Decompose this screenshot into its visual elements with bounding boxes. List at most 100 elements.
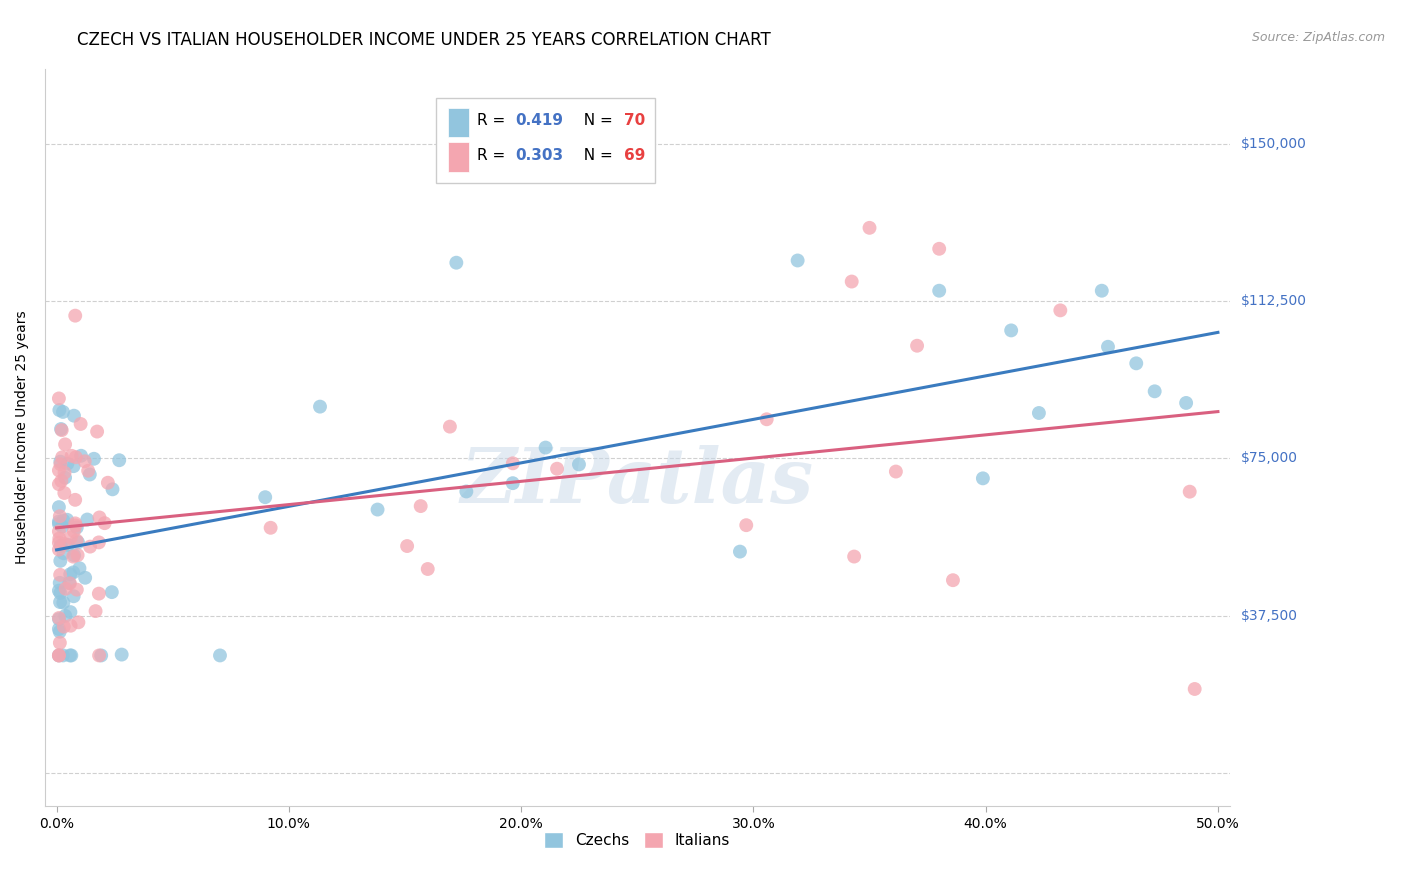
Point <box>728 544 751 558</box>
Point <box>49 554 72 568</box>
Text: $112,500: $112,500 <box>1240 294 1306 309</box>
Point <box>63 524 86 539</box>
Point <box>546 461 568 475</box>
Point <box>1184 681 1206 696</box>
Point <box>254 490 277 504</box>
Point <box>86 425 108 439</box>
Point <box>928 284 950 298</box>
Point <box>89 510 111 524</box>
Point <box>66 582 89 597</box>
Text: Source: ZipAtlas.com: Source: ZipAtlas.com <box>1251 31 1385 45</box>
Point <box>48 624 70 639</box>
Text: $75,000: $75,000 <box>1240 451 1298 466</box>
Point <box>48 524 70 539</box>
Point <box>502 476 524 491</box>
Point <box>48 515 70 529</box>
FancyBboxPatch shape <box>436 98 655 183</box>
Point <box>568 458 591 472</box>
Point <box>1049 303 1071 318</box>
Point <box>59 530 82 544</box>
Point <box>367 502 389 516</box>
Point <box>48 463 70 477</box>
Point <box>59 605 82 619</box>
Text: CZECH VS ITALIAN HOUSEHOLDER INCOME UNDER 25 YEARS CORRELATION CHART: CZECH VS ITALIAN HOUSEHOLDER INCOME UNDE… <box>77 31 770 49</box>
Text: N =: N = <box>575 113 619 128</box>
Point <box>1175 396 1198 410</box>
Point <box>1028 406 1050 420</box>
Point <box>1000 323 1022 337</box>
Point <box>49 586 72 600</box>
Point <box>79 540 101 554</box>
Point <box>69 417 91 431</box>
Point <box>52 648 75 663</box>
Point <box>66 548 89 562</box>
Point <box>62 566 84 580</box>
FancyBboxPatch shape <box>447 143 470 172</box>
Point <box>84 604 107 618</box>
Point <box>905 339 928 353</box>
Point <box>58 576 80 591</box>
Point <box>396 539 419 553</box>
Point <box>755 412 778 426</box>
Point <box>49 567 72 582</box>
Point <box>108 453 131 467</box>
Point <box>51 450 73 465</box>
Point <box>786 253 808 268</box>
Point <box>53 608 76 623</box>
Point <box>66 535 89 549</box>
Point <box>502 456 524 470</box>
Point <box>65 309 87 323</box>
Point <box>208 648 231 663</box>
Point <box>87 535 110 549</box>
Point <box>928 242 950 256</box>
Point <box>48 403 70 417</box>
Point <box>56 513 79 527</box>
Point <box>59 618 82 632</box>
Point <box>48 648 70 663</box>
Text: 70: 70 <box>624 113 645 128</box>
Text: $150,000: $150,000 <box>1240 137 1306 151</box>
Point <box>1125 356 1147 370</box>
Point <box>90 648 112 663</box>
Point <box>63 516 86 531</box>
Point <box>52 596 75 610</box>
Point <box>111 648 134 662</box>
Point <box>59 567 82 582</box>
Point <box>53 466 76 480</box>
Point <box>48 535 70 549</box>
Point <box>51 474 73 488</box>
Point <box>62 549 84 564</box>
Point <box>49 595 72 609</box>
Point <box>1097 340 1119 354</box>
Point <box>62 589 84 603</box>
Point <box>48 477 70 491</box>
Point <box>446 256 468 270</box>
Point <box>49 636 72 650</box>
Point <box>63 549 86 563</box>
Point <box>259 521 281 535</box>
Point <box>409 499 432 513</box>
Point <box>53 470 76 484</box>
Point <box>48 612 70 626</box>
Point <box>101 585 124 599</box>
Point <box>48 392 70 406</box>
Point <box>48 500 70 515</box>
Point <box>53 437 76 451</box>
Point <box>59 648 82 663</box>
Point <box>97 475 120 490</box>
Point <box>76 512 98 526</box>
Point <box>49 539 72 553</box>
FancyBboxPatch shape <box>447 108 470 137</box>
Point <box>844 549 866 564</box>
Point <box>48 611 70 625</box>
Point <box>48 575 70 590</box>
Point <box>48 622 70 636</box>
Point <box>101 483 124 497</box>
Point <box>534 441 557 455</box>
Point <box>56 457 79 471</box>
Point <box>52 513 75 527</box>
Point <box>51 423 73 437</box>
Point <box>972 471 994 485</box>
Text: 0.419: 0.419 <box>515 113 564 128</box>
Point <box>69 561 91 575</box>
